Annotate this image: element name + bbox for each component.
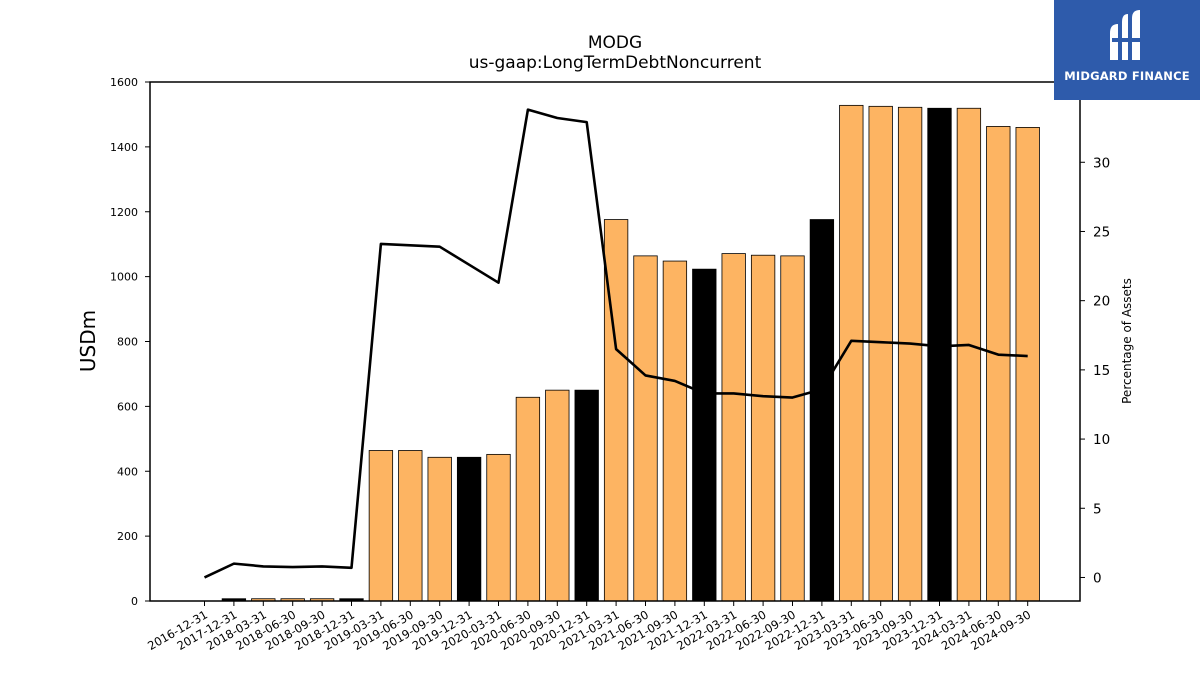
bar-2019-12-31 xyxy=(456,456,482,602)
y-axis-label: USDm xyxy=(76,310,100,372)
y-tick-label: 1600 xyxy=(110,76,138,89)
logo-mark-icon xyxy=(1110,10,1140,60)
y-tick-label: 400 xyxy=(117,465,138,478)
y-tick-label: 200 xyxy=(117,530,138,543)
logo-name: MIDGARD FINANCE xyxy=(1064,69,1190,83)
y2-axis-label: Percentage of Assets xyxy=(1120,278,1134,404)
chart-title: MODG xyxy=(588,33,642,53)
bar-2023-12-31 xyxy=(927,107,952,602)
bar-2019-09-30 xyxy=(427,456,452,602)
y2-tick-label: 10 xyxy=(1093,432,1110,448)
bar-2021-06-30 xyxy=(633,255,658,602)
y-tick-label: 1200 xyxy=(110,206,138,219)
bar-2024-06-30 xyxy=(986,126,1011,602)
bar-2024-09-30 xyxy=(1015,127,1040,602)
line-series xyxy=(203,108,1028,579)
bar-2023-09-30 xyxy=(897,106,923,602)
y2-tick-label: 0 xyxy=(1093,570,1102,586)
bar-2020-09-30 xyxy=(545,389,570,602)
bar-2021-09-30 xyxy=(662,260,688,602)
y2-tick-label: 30 xyxy=(1093,155,1110,171)
percentage-line xyxy=(203,108,1028,579)
chart-subtitle: us-gaap:LongTermDebtNoncurrent xyxy=(469,53,762,73)
midgard-finance-logo: MIDGARD FINANCE xyxy=(1054,0,1200,100)
y-tick-label: 800 xyxy=(117,336,138,349)
bar-2022-12-31 xyxy=(809,219,835,602)
bar-2021-12-31 xyxy=(692,268,717,602)
y-tick-label: 1400 xyxy=(110,141,138,154)
bar-2022-09-30 xyxy=(780,255,805,602)
bar-2019-06-30 xyxy=(398,450,423,602)
bar-2022-03-31 xyxy=(721,253,746,602)
y-tick-label: 0 xyxy=(131,595,138,608)
bar-2020-03-31 xyxy=(486,453,511,602)
bar-2024-03-31 xyxy=(956,107,982,602)
y-axis-left: 0 200 400 600 800 1000 1200 1400 1600 xyxy=(110,76,150,608)
bar-series xyxy=(221,104,1040,602)
bar-2020-12-31 xyxy=(574,389,599,602)
y2-tick-label: 15 xyxy=(1093,363,1110,379)
y2-tick-label: 20 xyxy=(1093,294,1110,310)
y2-tick-label: 25 xyxy=(1093,224,1110,240)
y-tick-label: 600 xyxy=(117,400,138,413)
bar-2020-06-30 xyxy=(515,396,541,602)
y2-tick-label: 5 xyxy=(1093,501,1102,517)
bar-2023-06-30 xyxy=(868,105,893,602)
bar-2022-06-30 xyxy=(750,254,776,602)
bar-2019-03-31 xyxy=(368,450,394,602)
x-axis: 2016-12-312017-12-312018-03-312018-06-30… xyxy=(145,601,1033,653)
y-axis-right: 0 5 10 15 20 25 30 xyxy=(1080,155,1110,586)
y-tick-label: 1000 xyxy=(110,271,138,284)
